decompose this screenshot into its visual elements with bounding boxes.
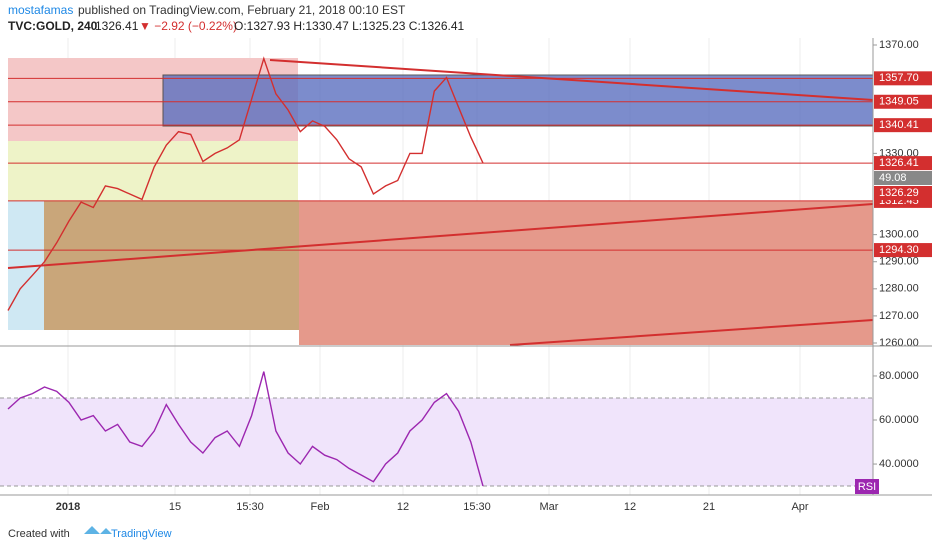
level-label: 1357.70 [879,72,919,84]
published: published on TradingView.com, February 2… [78,3,406,17]
author[interactable]: mostafamas [8,3,73,17]
symbol: TVC:GOLD, 240 [8,19,98,33]
x-tick-label: 15 [169,501,181,513]
brand[interactable]: TradingView [111,528,172,540]
zones [7,58,874,346]
level-tag [874,94,932,109]
x-tick-label: Mar [540,501,559,513]
zone [44,201,299,330]
level-tag [874,118,932,133]
x-tick-label: Feb [311,501,330,513]
trend-line [509,319,874,346]
last: 1326.41 [95,19,139,33]
x-tick-label: Apr [791,501,808,513]
y-tick-label: 60.0000 [879,414,919,426]
x-tick-label: 2018 [56,501,80,513]
trend-line [7,203,874,269]
y-tick-label: 1270.00 [879,310,919,322]
level-label: 1349.05 [879,96,919,108]
ohlc: O:1327.93 H:1330.47 L:1325.23 C:1326.41 [234,19,465,33]
y-tick-label: 1290.00 [879,256,919,268]
y-tick-label: 80.0000 [879,370,919,382]
y-tick-label: 1280.00 [879,283,919,295]
price-line [7,56,484,311]
y-tick-label: 1300.00 [879,229,919,241]
level-label: 1326.41 [879,157,919,169]
x-tick-label: 15:30 [463,501,491,513]
price-line [7,371,484,487]
x-tick-label: 12 [624,501,636,513]
zone [299,201,873,345]
logo [84,526,112,534]
x-tick-label: 21 [703,501,715,513]
change: ▼ −2.92 (−0.22%) [139,19,237,33]
level-tag [874,243,932,258]
trend-line [269,59,874,101]
level-label: 1294.30 [879,244,919,256]
level-label: 1340.41 [879,119,919,131]
y-tick-label: 1260.00 [879,337,919,349]
zone [162,74,874,127]
level-tag [874,71,932,86]
created: Created with [8,528,70,540]
x-tick-label: 12 [397,501,409,513]
level-tag [874,156,932,171]
y-tick-label: 40.0000 [879,458,919,470]
level-label: 1326.29 [879,187,919,199]
level-tag [874,186,932,200]
level-tag [874,171,932,185]
rsi-tag [855,479,879,494]
x-tick-label: 15:30 [236,501,264,513]
level-label: 49.08 [879,172,907,184]
rsi-label: RSI [858,481,876,493]
y-tick-label: 1370.00 [879,39,919,51]
